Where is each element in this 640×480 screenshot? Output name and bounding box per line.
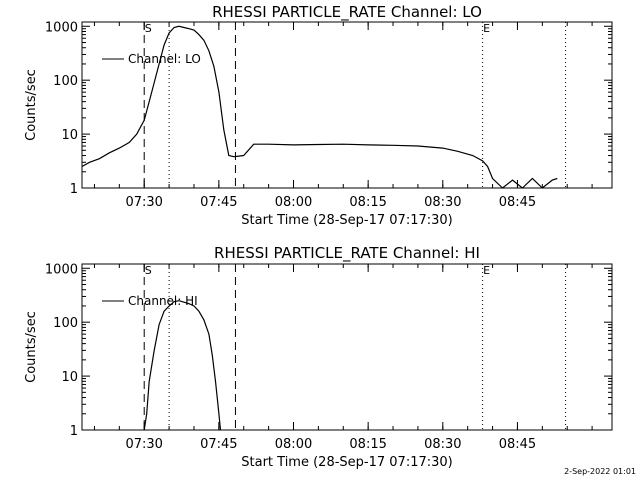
- y-ticks: 1 10 100 1000: [45, 262, 612, 439]
- y-ticks: 1 10 100 1000: [45, 20, 612, 197]
- y-tick-label: 10: [61, 370, 78, 385]
- x-tick-label: 07:30: [125, 437, 162, 452]
- marker-label: E: [483, 264, 490, 277]
- chart-title: RHESSI PARTICLE_RATE Channel: HI: [214, 244, 480, 263]
- y-tick-label: 100: [53, 74, 78, 89]
- legend-label: Channel: HI: [128, 294, 198, 308]
- x-tick-label: 08:45: [499, 437, 536, 452]
- x-tick-label: 07:45: [200, 195, 237, 210]
- marker-label: S: [145, 22, 152, 35]
- plot-frame: [81, 263, 613, 431]
- chart-title: RHESSI PARTICLE_RATE Channel: LO: [212, 3, 482, 22]
- x-tick-label: 08:30: [424, 195, 461, 210]
- marker-label: E: [483, 22, 490, 35]
- series-line-1: [81, 25, 558, 189]
- chart-panel-2: RHESSI PARTICLE_RATE Channel: HI 07:30 07:…: [24, 244, 613, 470]
- y-tick-label: 10: [61, 128, 78, 143]
- x-tick-label: 08:15: [349, 195, 386, 210]
- x-axis-label: Start Time (28-Sep-17 07:17:30): [241, 213, 452, 228]
- x-tick-label: 07:30: [125, 195, 162, 210]
- y-tick-label: 1000: [45, 20, 78, 35]
- y-axis-label: Counts/sec: [24, 69, 39, 141]
- x-ticks: 07:30 07:45 08:00 08:15 08:30 08:45: [93, 22, 593, 210]
- series-line-1: [143, 300, 222, 431]
- y-axis-label: Counts/sec: [24, 311, 39, 383]
- y-tick-label: 1: [70, 182, 78, 197]
- x-tick-label: 08:45: [499, 195, 536, 210]
- marker-label: S: [145, 264, 152, 277]
- legend-label: Channel: LO: [128, 52, 201, 66]
- y-tick-label: 1000: [45, 262, 78, 277]
- timestamp: 2-Sep-2022 01:01: [564, 467, 636, 476]
- y-tick-label: 1: [70, 424, 78, 439]
- x-tick-label: 08:00: [275, 195, 312, 210]
- plot-frame: [81, 21, 613, 189]
- y-tick-label: 100: [53, 316, 78, 331]
- x-tick-label: 08:15: [349, 437, 386, 452]
- x-axis-label: Start Time (28-Sep-17 07:17:30): [241, 455, 452, 470]
- x-tick-label: 08:00: [275, 437, 312, 452]
- x-tick-label: 08:30: [424, 437, 461, 452]
- x-tick-label: 07:45: [200, 437, 237, 452]
